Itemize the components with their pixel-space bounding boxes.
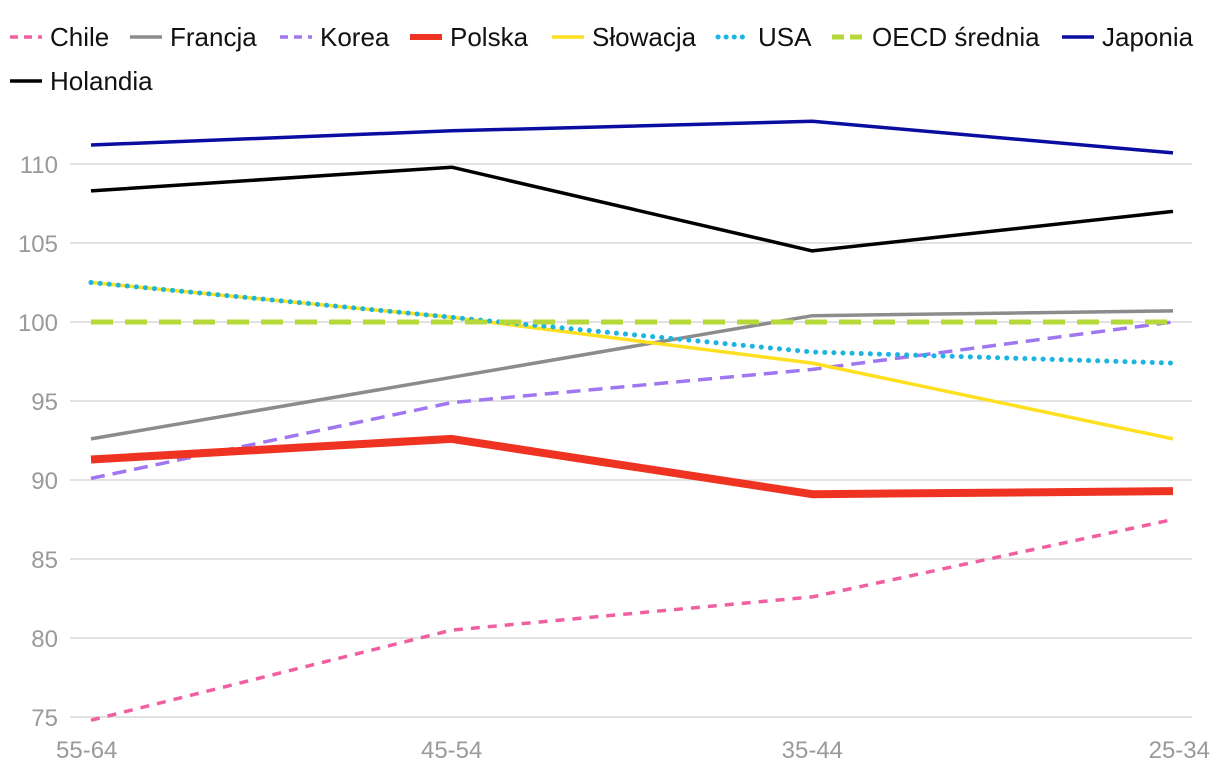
y-tick-label: 105 xyxy=(18,231,58,258)
legend-item-korea: Korea xyxy=(280,22,390,52)
legend-item-oecd-srednia: OECD średnia xyxy=(832,22,1040,52)
x-tick-label: 35-44 xyxy=(782,737,843,764)
legend-label: Francja xyxy=(170,22,257,52)
legend-label: Japonia xyxy=(1102,22,1194,52)
legend-label: Polska xyxy=(450,22,529,52)
legend: Chile Francja Korea Polska Słowacja USA OECD ś… xyxy=(10,22,1194,96)
series-line-chile xyxy=(90,517,1174,722)
y-tick-label: 80 xyxy=(31,626,58,653)
legend-label: USA xyxy=(758,22,812,52)
x-tick-label: 55-64 xyxy=(56,737,117,764)
grid xyxy=(70,163,1192,718)
y-axis-ticks: 75 80 85 90 95 100 105 110 xyxy=(18,152,58,732)
series-line-japonia xyxy=(90,119,1174,155)
series-line-polska xyxy=(90,434,1174,499)
legend-item-slowacja: Słowacja xyxy=(552,22,697,52)
legend-label: Słowacja xyxy=(592,22,697,52)
legend-label: Holandia xyxy=(50,66,153,96)
series-lines xyxy=(88,119,1176,722)
legend-item-francja: Francja xyxy=(130,22,257,52)
legend-item-usa: USA xyxy=(715,22,812,52)
series-line-korea xyxy=(90,320,1174,481)
legend-label: Chile xyxy=(50,22,109,52)
series-line-holandia xyxy=(90,165,1174,253)
legend-item-polska: Polska xyxy=(410,22,529,52)
legend-item-japonia: Japonia xyxy=(1062,22,1194,52)
legend-item-chile: Chile xyxy=(10,22,109,52)
y-tick-label: 95 xyxy=(31,389,58,416)
y-tick-label: 90 xyxy=(31,468,58,495)
x-tick-label: 45-54 xyxy=(421,737,482,764)
legend-item-holandia: Holandia xyxy=(10,66,153,96)
y-tick-label: 75 xyxy=(31,705,58,732)
y-tick-label: 100 xyxy=(18,310,58,337)
y-tick-label: 110 xyxy=(20,152,58,179)
x-axis-ticks: 55-64 45-54 35-44 25-34 xyxy=(56,737,1210,764)
series-line-usa xyxy=(88,280,1176,366)
series-line-francja xyxy=(90,309,1174,441)
y-tick-label: 85 xyxy=(31,547,58,574)
series-line-slowacja xyxy=(90,280,1174,441)
legend-label: OECD średnia xyxy=(872,22,1040,52)
legend-label: Korea xyxy=(320,22,390,52)
x-tick-label: 25-34 xyxy=(1149,737,1210,764)
